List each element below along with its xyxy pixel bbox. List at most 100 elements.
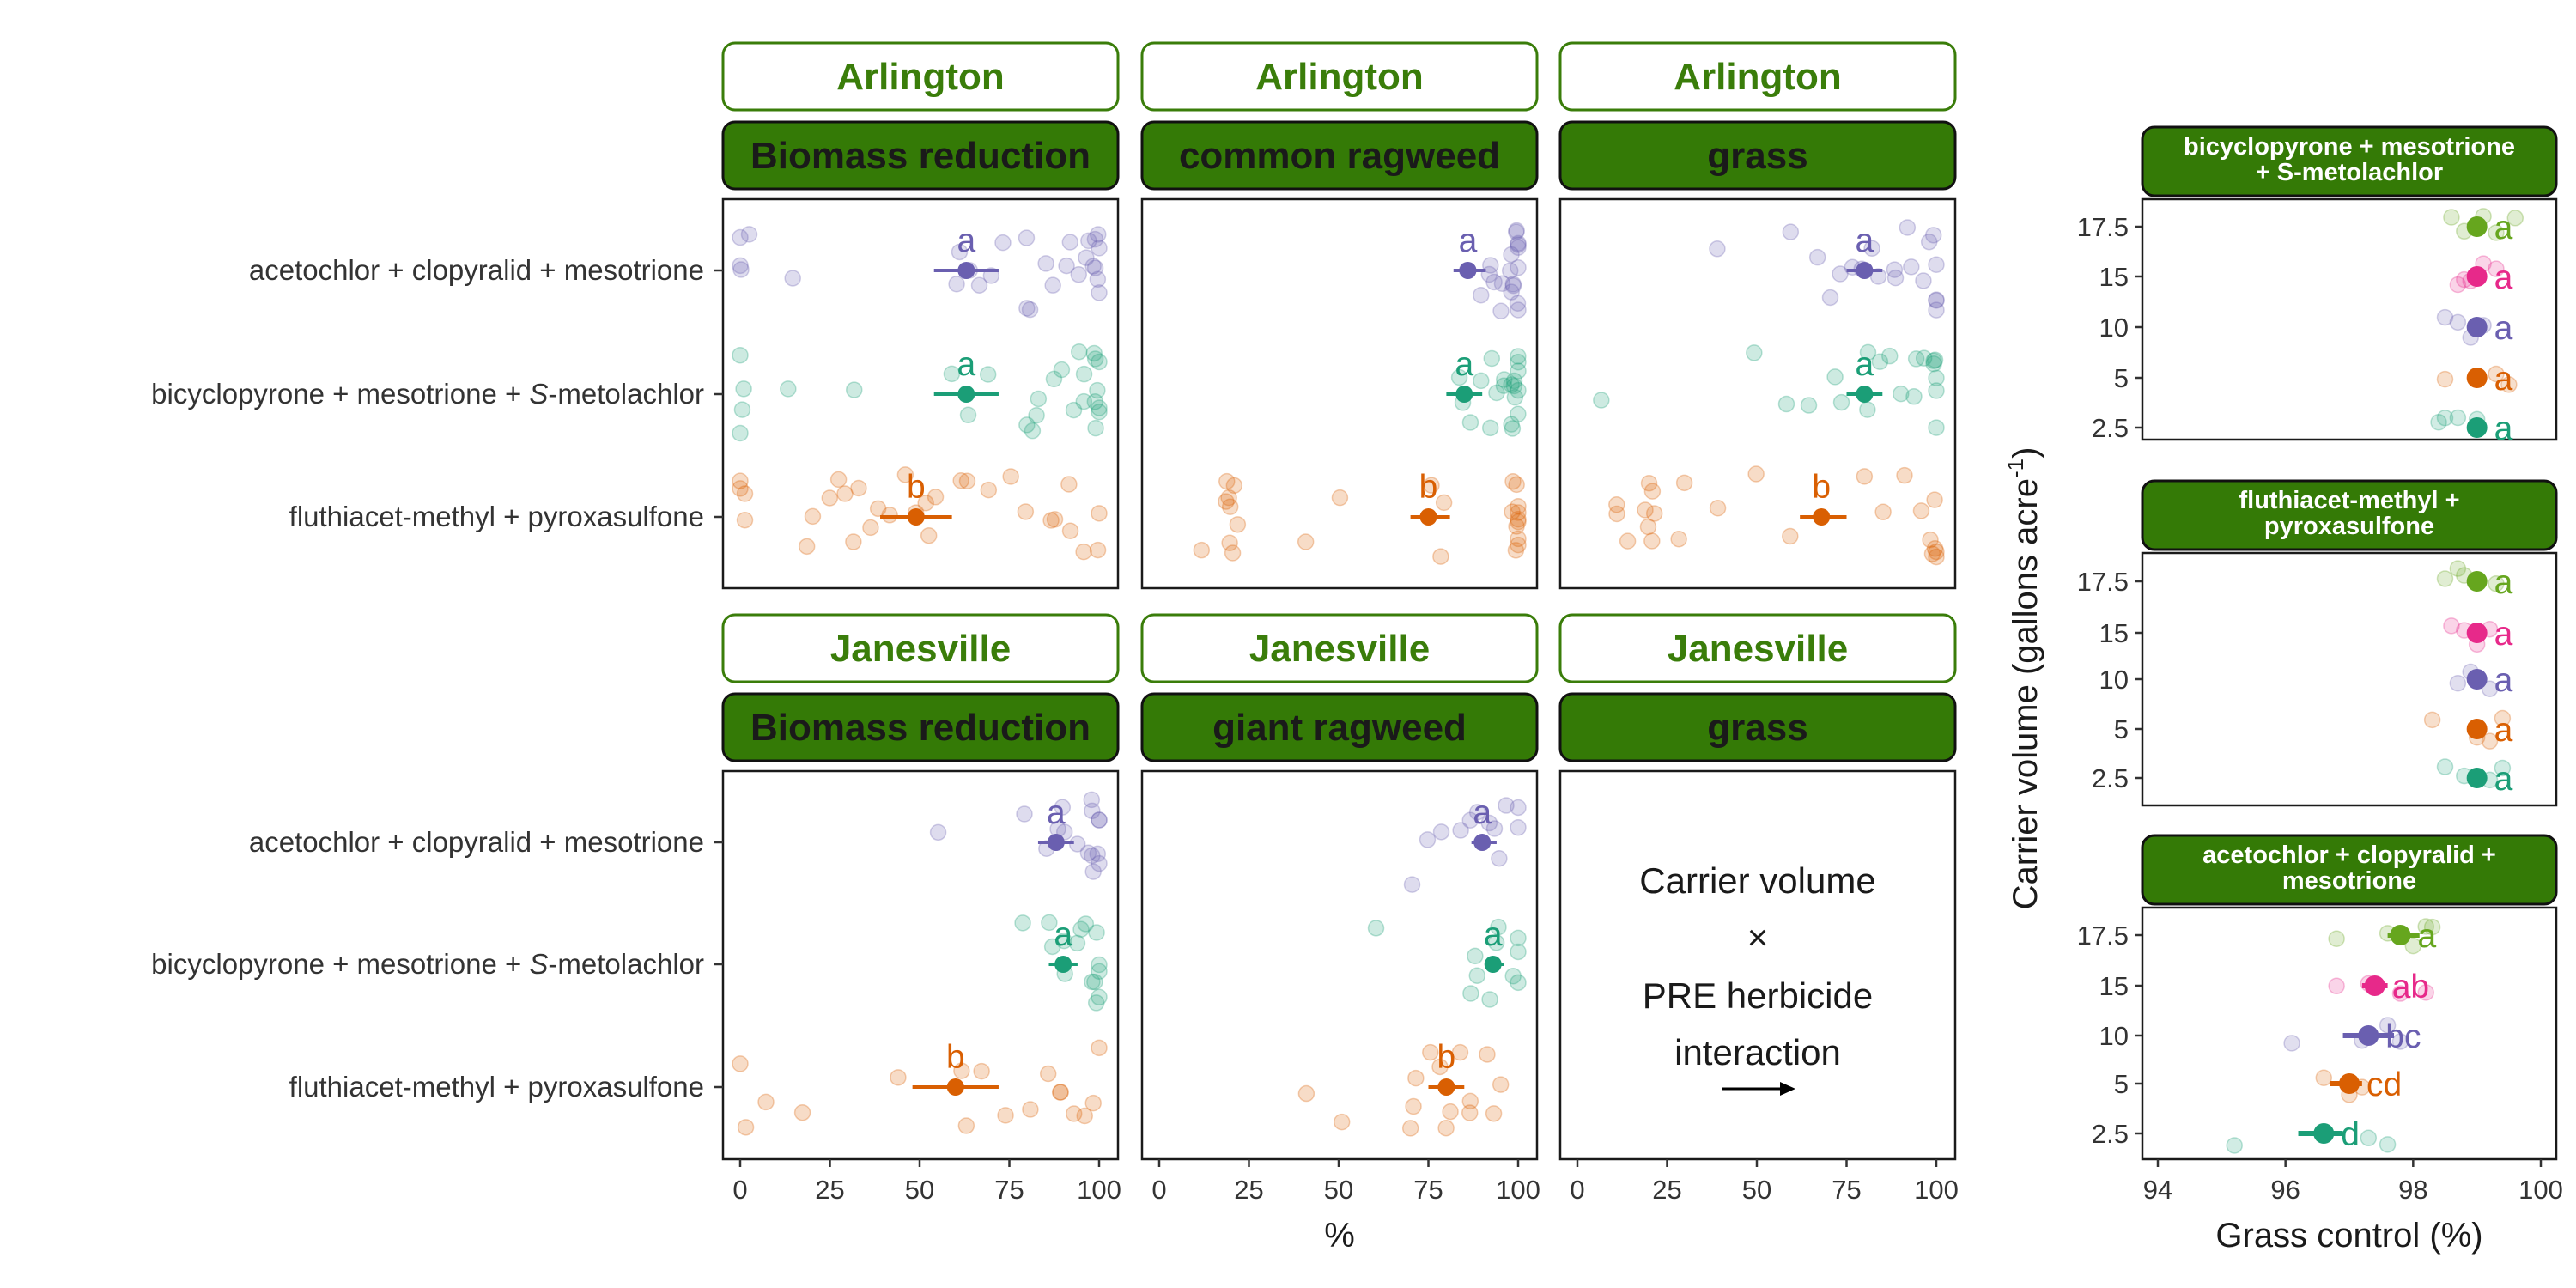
data-point <box>1078 249 1095 266</box>
data-point <box>1054 799 1072 816</box>
data-point <box>1075 392 1093 410</box>
y-tick-label: 5 <box>2114 363 2129 393</box>
data-point <box>862 519 879 537</box>
mean-point <box>2466 669 2488 690</box>
group-letter: bc <box>2385 1018 2421 1055</box>
data-point <box>1912 502 1930 519</box>
data-point <box>1367 920 1385 937</box>
data-point <box>735 380 752 398</box>
data-point <box>1431 1058 1449 1076</box>
data-point <box>2449 276 2467 294</box>
data-point <box>1670 530 1687 548</box>
data-point <box>1085 344 1103 362</box>
data-point <box>1014 914 1031 932</box>
group-letter: a <box>1856 346 1874 383</box>
mean-point <box>1484 956 1502 973</box>
panel-frame <box>1558 769 1957 1161</box>
data-point <box>1928 256 1945 273</box>
data-point <box>890 1069 907 1086</box>
interaction-note: interaction <box>1674 1032 1841 1072</box>
data-point <box>1485 273 1503 291</box>
data-point <box>1640 474 1658 492</box>
data-point <box>953 1062 970 1079</box>
data-point <box>1022 1101 1039 1118</box>
mean-point <box>2390 925 2411 945</box>
data-point <box>1926 539 1944 557</box>
location-strip: Janesville <box>1140 613 1539 683</box>
group-letter: b <box>1812 469 1831 506</box>
mean-point <box>1459 262 1477 279</box>
data-point <box>1508 223 1525 240</box>
interaction-note: Carrier volume <box>1639 860 1875 901</box>
data-point <box>1637 501 1654 519</box>
response-strip: Biomass reduction <box>721 692 1120 762</box>
location-strip-label: Arlington <box>836 56 1005 98</box>
panel-frame <box>2141 197 2558 441</box>
data-point <box>1077 915 1095 933</box>
data-point <box>1041 914 1058 932</box>
data-point <box>1075 365 1093 383</box>
response-strip-box <box>1140 692 1539 762</box>
panel-3: a a b <box>721 769 1120 1161</box>
data-point <box>1859 343 1877 361</box>
category-label: acetochlor + clopyralid + mesotrione <box>249 254 704 286</box>
group-letter: a <box>1484 916 1503 953</box>
category-label-part: -metolachlor <box>548 378 704 410</box>
data-point <box>1503 283 1520 301</box>
group-letter: a <box>2494 662 2513 699</box>
data-point <box>2500 376 2518 393</box>
data-point <box>1065 1105 1083 1122</box>
data-point <box>2391 985 2409 1002</box>
y-tick-label: 5 <box>2114 1069 2129 1099</box>
data-point <box>1903 258 1920 276</box>
group-letter: a <box>957 222 975 259</box>
x-tick-label: 0 <box>1151 1175 1166 1205</box>
x-tick-label: 75 <box>1832 1175 1861 1205</box>
data-point <box>1018 416 1036 434</box>
data-point <box>1509 295 1527 312</box>
mean-point <box>2364 975 2385 996</box>
data-point <box>2488 574 2505 592</box>
category-label: bicyclopyrone + mesotrione + S-metolachl… <box>151 378 704 410</box>
data-point <box>732 472 749 489</box>
panel-2: a a b <box>1558 197 1957 590</box>
mean-point <box>1473 834 1492 851</box>
group-letter: a <box>2494 564 2513 601</box>
data-point <box>1028 406 1045 424</box>
data-point <box>780 380 797 398</box>
herbicide-strip <box>2141 834 2558 906</box>
response-strip-label: Biomass reduction <box>750 135 1091 177</box>
response-strip: giant ragweed <box>1140 692 1539 762</box>
right-panel-0: bicyclopyrone + mesotrione+ S-metolachlo… <box>2141 125 2558 447</box>
data-point <box>2328 977 2345 995</box>
data-point <box>1826 368 1844 386</box>
data-point <box>1506 388 1524 406</box>
data-point <box>1491 849 1508 867</box>
group-letter: a <box>2494 616 2513 653</box>
data-point <box>2404 937 2422 955</box>
data-point <box>1608 505 1625 523</box>
data-point <box>1452 822 1469 839</box>
y-axis-title-sup: -1 <box>2002 459 2028 478</box>
data-point <box>1086 259 1104 276</box>
x-tick-label: 100 <box>1077 1175 1121 1205</box>
data-point <box>2494 709 2512 727</box>
interaction-note: × <box>1747 917 1769 957</box>
data-point <box>1070 265 1088 283</box>
interaction-note: PRE herbicide <box>1643 975 1873 1016</box>
panel-1: a a b <box>1140 197 1539 590</box>
data-point <box>1333 1113 1351 1131</box>
data-point <box>1461 1104 1479 1121</box>
data-point <box>1832 265 1849 283</box>
x-tick-label: 75 <box>1413 1175 1443 1205</box>
data-point <box>1510 530 1527 548</box>
x-axis-title-right: Grass control (%) <box>2215 1217 2482 1255</box>
data-point <box>1224 544 1242 562</box>
data-point <box>1058 257 1075 275</box>
data-point <box>1925 355 1942 373</box>
data-point <box>1024 422 1042 440</box>
data-point <box>1087 994 1105 1012</box>
data-point <box>1072 920 1090 939</box>
data-point <box>1808 248 1826 266</box>
data-point <box>1481 419 1499 437</box>
